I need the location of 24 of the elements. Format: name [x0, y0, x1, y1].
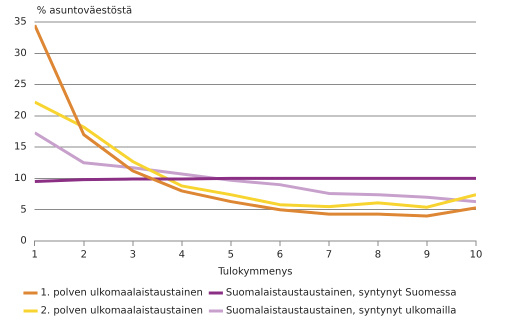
- x-tick-label: 8: [374, 250, 382, 261]
- legend-label: Suomalaistaustaustainen, syntynyt Suomessa: [226, 288, 457, 299]
- legend-label: 2. polven ulkomaalaistaustainen: [40, 306, 203, 317]
- x-tick-label: 4: [178, 250, 186, 261]
- y-tick-label: 20: [14, 110, 27, 122]
- y-tick-label: 10: [14, 173, 27, 184]
- x-tick-label: 2: [80, 250, 87, 261]
- x-axis-title: Tulokymmenys: [217, 266, 293, 278]
- legend-label: Suomalaistaustaustainen, syntynyt ulkomailla: [226, 306, 456, 317]
- x-tick-label: 5: [228, 250, 234, 261]
- y-tick-label: 15: [14, 142, 27, 153]
- y-tick-label: 30: [14, 48, 27, 59]
- x-tick-label: 6: [276, 250, 284, 261]
- y-tick-label: 25: [14, 79, 27, 90]
- x-tick-label: 3: [130, 250, 136, 261]
- y-tick-label: 5: [20, 204, 27, 216]
- legend-label: 1. polven ulkomaalaistaustainen: [40, 288, 203, 299]
- y-tick-label: 35: [14, 16, 27, 28]
- x-tick-label: 1: [32, 250, 38, 261]
- x-tick-label: 10: [470, 250, 482, 261]
- x-tick-label: 9: [424, 250, 430, 261]
- y-tick-label: 0: [20, 236, 27, 247]
- x-tick-label: 7: [326, 250, 332, 261]
- y-axis-title: % asuntoväestöstä: [36, 6, 132, 17]
